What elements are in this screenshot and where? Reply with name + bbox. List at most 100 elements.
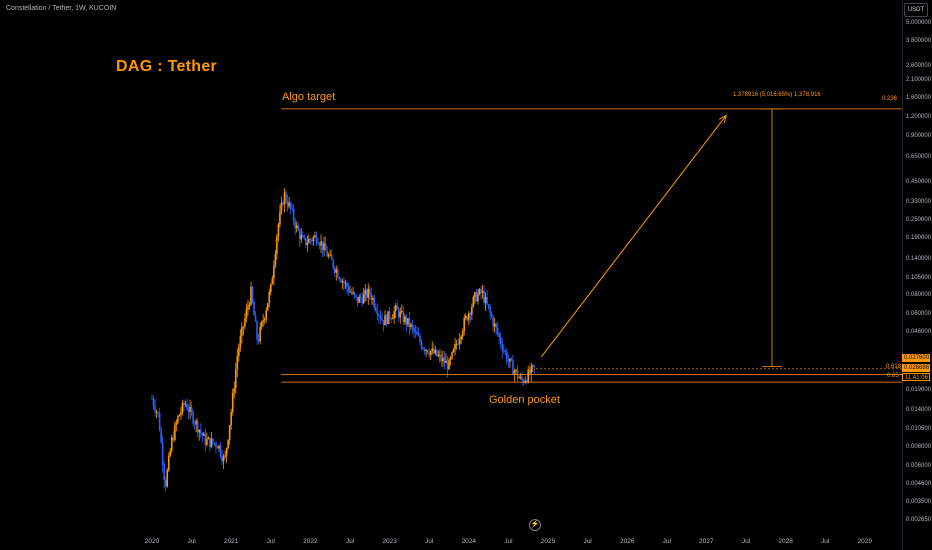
- currency-button[interactable]: USDT: [904, 3, 928, 17]
- candle: [407, 318, 409, 328]
- candle: [184, 400, 187, 407]
- candle: [171, 434, 173, 454]
- time-tick-label: Jul: [345, 538, 355, 545]
- candle: [405, 313, 408, 333]
- candle: [411, 319, 414, 335]
- candle: [253, 299, 255, 316]
- candle: [437, 350, 440, 358]
- candle: [187, 403, 190, 420]
- candle: [442, 350, 444, 368]
- candle: [285, 189, 287, 204]
- candle: [263, 317, 266, 325]
- candle: [254, 311, 257, 322]
- candle: [422, 346, 424, 351]
- candle: [318, 241, 321, 250]
- candle: [233, 381, 236, 399]
- candle: [475, 289, 478, 303]
- candle: [250, 281, 252, 306]
- time-tick-label: 2023: [382, 538, 397, 545]
- candle: [347, 282, 350, 296]
- candle: [515, 369, 517, 374]
- candle: [352, 287, 354, 296]
- candle: [346, 280, 348, 294]
- measure-label: 1.378916 (5,016.65%) 1,378,916: [733, 92, 821, 98]
- candle: [498, 332, 501, 345]
- chart-title: DAG : Tether: [116, 58, 218, 75]
- candle: [506, 348, 508, 365]
- candle: [321, 241, 324, 258]
- candle: [279, 204, 281, 228]
- candle: [396, 300, 399, 310]
- time-tick-label: Jul: [187, 538, 196, 545]
- candle: [388, 306, 391, 325]
- candle: [195, 418, 197, 433]
- price-tick-label: 0.014000: [906, 407, 932, 414]
- candle: [186, 398, 188, 411]
- candle: [510, 357, 513, 362]
- candle: [332, 259, 335, 271]
- candle: [247, 299, 249, 316]
- price-tick-label: 1.600000: [906, 95, 932, 102]
- candle: [454, 337, 456, 356]
- candle: [419, 332, 421, 345]
- candle: [230, 409, 232, 430]
- time-tick-label: Jul: [504, 538, 513, 545]
- candle: [172, 430, 175, 442]
- candle: [484, 292, 487, 311]
- candle: [369, 285, 371, 301]
- time-tick-label: Jul: [662, 538, 671, 545]
- price-tick-label: 0.450000: [906, 178, 932, 185]
- candle: [199, 423, 202, 438]
- candle: [468, 311, 470, 326]
- lightning-icon[interactable]: ⚡: [529, 519, 541, 531]
- candle: [449, 355, 452, 366]
- candle: [471, 303, 473, 320]
- candle: [350, 288, 353, 296]
- candle: [274, 249, 277, 269]
- candle: [192, 409, 194, 427]
- candle: [193, 420, 196, 430]
- candle: [154, 399, 156, 417]
- candle: [501, 338, 504, 359]
- candle: [480, 286, 482, 300]
- candle: [283, 187, 286, 213]
- candle: [280, 196, 283, 215]
- candle: [474, 291, 476, 304]
- candle: [169, 447, 172, 458]
- fib-0618-label: 0.618: [886, 364, 902, 370]
- candle: [289, 201, 292, 215]
- candle: [164, 476, 167, 491]
- candle: [204, 428, 207, 451]
- candle: [227, 439, 229, 450]
- candle: [481, 284, 484, 299]
- candle: [295, 221, 298, 233]
- candle: [315, 231, 318, 247]
- candle: [239, 329, 242, 352]
- candle: [385, 313, 388, 327]
- candle: [425, 349, 427, 357]
- candle: [294, 217, 296, 236]
- candle: [303, 234, 306, 241]
- candle: [251, 285, 254, 304]
- price-axis[interactable]: [902, 0, 932, 550]
- candle: [361, 292, 363, 307]
- candle: [222, 453, 225, 469]
- price-tick-label: 0.900000: [906, 132, 932, 139]
- price-tag-top: 0.027600: [902, 354, 930, 362]
- candle: [464, 313, 467, 321]
- countdown-tag: 11:41:06: [902, 373, 930, 381]
- candle: [248, 301, 251, 311]
- candle: [266, 302, 269, 311]
- price-tick-label: 0.004600: [906, 480, 932, 487]
- candle: [257, 334, 260, 344]
- candle: [327, 252, 330, 259]
- candle: [384, 310, 386, 326]
- candle: [423, 346, 426, 356]
- candles: [151, 187, 536, 491]
- candle: [213, 442, 216, 447]
- price-tick-label: 2.600000: [906, 63, 932, 70]
- candle: [161, 435, 164, 473]
- candle: [445, 353, 447, 364]
- candle: [273, 260, 275, 286]
